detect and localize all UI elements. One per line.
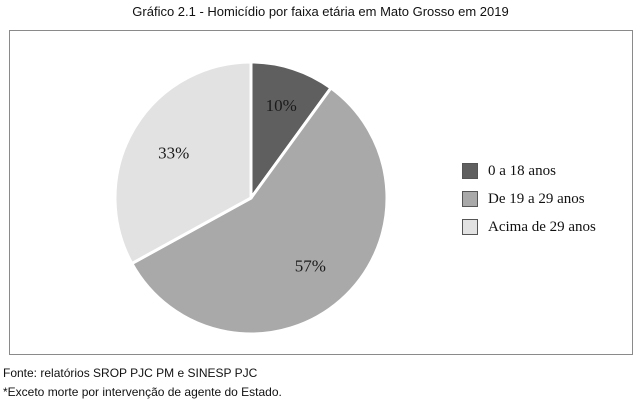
pie-outline: [114, 61, 388, 335]
legend-swatch-2: [462, 219, 478, 235]
chart-area: 10% 57% 33% 0 a 18 anos De 19 a 29 anos Ac…: [9, 30, 633, 355]
slice-label-0: 10%: [266, 96, 297, 115]
legend-label-0: 0 a 18 anos: [488, 162, 556, 179]
legend-swatch-1: [462, 191, 478, 207]
legend-item-1: De 19 a 29 anos: [462, 185, 596, 213]
source-note: Fonte: relatórios SROP PJC PM e SINESP P…: [3, 366, 258, 380]
legend-item-0: 0 a 18 anos: [462, 157, 596, 185]
footnote: *Exceto morte por intervenção de agente …: [3, 385, 282, 399]
slice-label-2: 33%: [158, 143, 189, 162]
slice-label-1: 57%: [295, 256, 326, 275]
legend-swatch-0: [462, 163, 478, 179]
pie-chart: 10% 57% 33%: [113, 60, 389, 336]
legend-label-2: Acima de 29 anos: [488, 218, 596, 235]
legend-item-2: Acima de 29 anos: [462, 213, 596, 241]
legend-label-1: De 19 a 29 anos: [488, 190, 585, 207]
chart-title: Gráfico 2.1 - Homicídio por faixa etária…: [132, 4, 509, 19]
legend: 0 a 18 anos De 19 a 29 anos Acima de 29 …: [462, 157, 596, 241]
